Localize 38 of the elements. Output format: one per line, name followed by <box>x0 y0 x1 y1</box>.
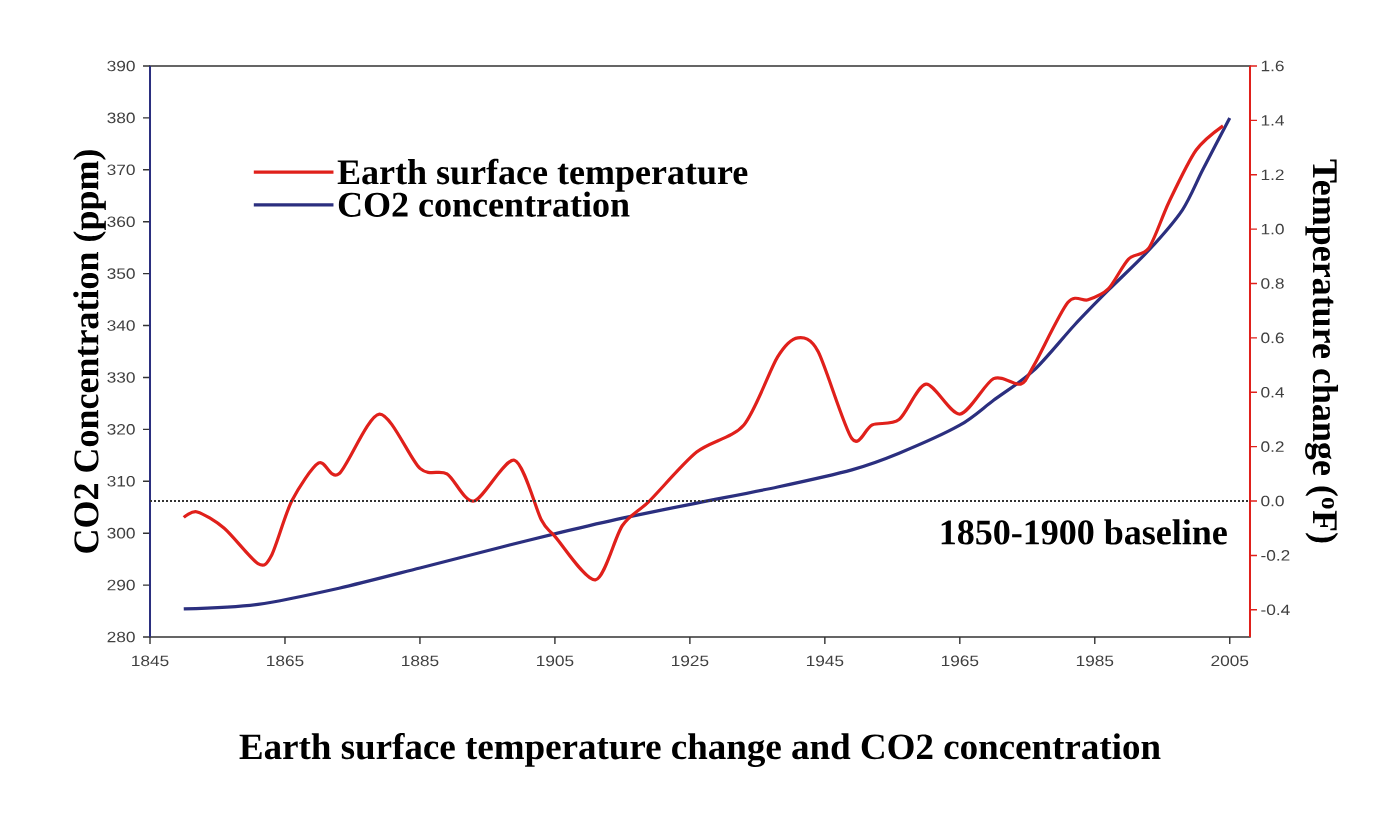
y-tick-label: 300 <box>107 527 135 539</box>
y-tick-label: 280 <box>107 631 135 643</box>
y-tick-label: 380 <box>107 112 135 124</box>
y-axis-title: CO2 Concentration (ppm) <box>73 150 106 553</box>
x-tick-label: 1925 <box>672 655 709 667</box>
y2-tick-label: 0.2 <box>1261 441 1284 452</box>
y-tick-label: 320 <box>107 424 135 435</box>
x-tick-label: 1945 <box>806 655 844 667</box>
y-tick-label: 390 <box>107 60 135 72</box>
x-tick-label: 1845 <box>132 655 169 667</box>
text: Earth surface temperature change and CO2 concentration <box>239 732 1161 768</box>
y2-tick-label: -0.2 <box>1261 550 1290 561</box>
x-tick-label: 2005 <box>1211 655 1249 667</box>
x-tick-label: 1865 <box>267 655 304 667</box>
ref-line-label: 1850-1900 baseline <box>941 519 1227 545</box>
x-tick-label: 1985 <box>1076 655 1114 667</box>
y2-tick-label: 1.4 <box>1261 115 1284 126</box>
x-tick-label: 1905 <box>537 655 574 667</box>
y2-tick-label: 1.2 <box>1261 169 1284 180</box>
y-tick-label: 310 <box>107 475 135 487</box>
y-tick-label: 340 <box>107 320 135 331</box>
y2-tick-label: 0.0 <box>1261 495 1284 507</box>
y2-tick-label: 1.0 <box>1261 223 1284 235</box>
y-tick-label: 290 <box>107 579 135 591</box>
y2-axis-title: Temperature change ($^{o}$F) <box>1305 159 1339 543</box>
y-tick-label: 360 <box>107 216 135 228</box>
legend-label: CO2 concentration <box>338 191 630 217</box>
y2-tick-label: -0.4 <box>1261 604 1290 616</box>
y-tick-label: 330 <box>107 372 135 383</box>
y-tick-label: 350 <box>107 268 135 279</box>
y2-tick-label: 0.8 <box>1261 278 1284 289</box>
y2-tick-label: 0.6 <box>1261 332 1284 344</box>
x-tick-label: 1965 <box>941 655 979 667</box>
legend-label: Earth surface temperature <box>337 158 748 192</box>
x-tick-label: 1885 <box>402 655 439 667</box>
y2-tick-label: 1.6 <box>1261 60 1284 72</box>
y-tick-label: 370 <box>107 164 135 176</box>
y2-tick-label: 0.4 <box>1261 386 1284 398</box>
